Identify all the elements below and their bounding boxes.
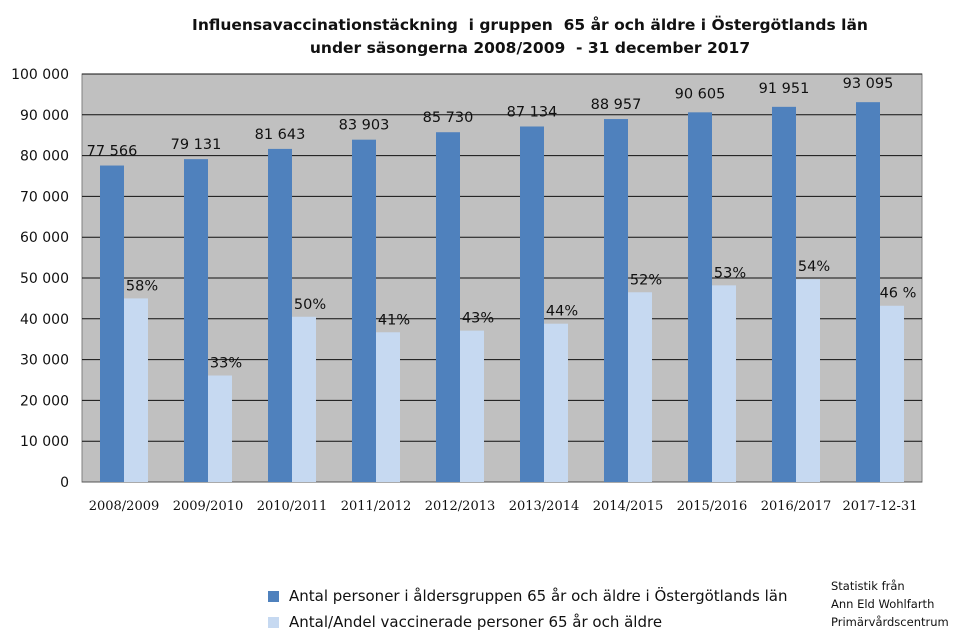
credit-line-1: Statistik från [831,579,905,593]
data-label-vaccinated: 58% [126,278,158,294]
data-label-population: 91 951 [759,81,810,97]
y-tick-label: 90 000 [20,108,69,124]
data-label-vaccinated: 54% [798,259,830,275]
bar-population [856,102,880,483]
bar-chart: 0 10 000 20 000 30 000 40 000 50 000 60 000 70 … [11,67,923,514]
chart-title-line-1: Influensavaccinationstäckning i gruppen … [192,16,868,34]
data-label-population: 88 957 [591,97,642,113]
y-tick-label: 30 000 [20,353,69,369]
bar-vaccinated [712,285,736,482]
x-tick-label: 2016/2017 [761,499,832,514]
bar-vaccinated [376,332,400,482]
y-tick-label: 50 000 [20,271,69,287]
y-tick-label: 80 000 [20,149,69,165]
bar-vaccinated [628,292,652,482]
y-tick-label: 40 000 [20,312,69,328]
legend-label-population: Antal personer i åldersgruppen 65 år och… [289,587,788,605]
y-tick-label: 20 000 [20,393,69,409]
data-label-population: 90 605 [675,86,726,102]
y-tick-label: 70 000 [20,189,69,205]
legend-item-vaccinated: Antal/Andel vaccinerade personer 65 år o… [268,609,788,635]
x-tick-label: 2014/2015 [593,499,664,514]
data-label-vaccinated: 41% [378,312,410,328]
credit-line-3: Primärvårdscentrum [831,615,949,629]
data-label-population: 93 095 [843,76,894,92]
bar-vaccinated [292,316,316,482]
chart-title-line-2: under säsongerna 2008/2009 - 31 december… [309,39,751,57]
y-tick-label: 60 000 [20,230,69,246]
data-label-population: 87 134 [507,104,558,120]
bar-vaccinated [208,375,232,482]
bar-population [352,139,376,482]
data-label-vaccinated: 50% [294,297,326,313]
data-label-population: 85 730 [423,110,474,126]
bar-population [100,165,124,483]
data-label-vaccinated: 43% [462,311,494,327]
data-label-vaccinated: 53% [714,265,746,281]
chart-title: Influensavaccinationstäckning i gruppen … [100,14,960,60]
data-label-population: 83 903 [339,118,390,134]
x-tick-label: 2017-12-31 [843,499,918,514]
legend-swatch-population [268,590,279,602]
chart-legend: Antal personer i åldersgruppen 65 år och… [268,583,788,635]
y-tick-label: 0 [60,475,69,491]
x-tick-label: 2011/2012 [341,499,412,514]
x-tick-label: 2015/2016 [677,499,748,514]
credit-note: Statistik från Ann Eld Wohlfarth Primärv… [831,577,949,631]
data-label-population: 81 643 [255,127,306,143]
legend-swatch-vaccinated [268,616,279,628]
bar-population [520,126,544,482]
bar-population [604,119,628,482]
data-label-population: 79 131 [171,137,222,153]
data-label-vaccinated: 52% [630,272,662,288]
data-label-vaccinated: 46 % [880,286,917,302]
credit-line-2: Ann Eld Wohlfarth [831,597,935,611]
y-tick-label: 10 000 [20,434,69,450]
bar-vaccinated [796,279,820,482]
bar-population [436,132,460,482]
x-tick-label: 2013/2014 [509,499,580,514]
legend-item-population: Antal personer i åldersgruppen 65 år och… [268,583,788,609]
bar-vaccinated [880,305,904,482]
bar-population [772,106,796,483]
x-tick-label: 2008/2009 [89,499,160,514]
bar-vaccinated [124,298,148,482]
bar-population [268,148,292,483]
x-tick-label: 2009/2010 [173,499,244,514]
bar-vaccinated [460,330,484,482]
bar-population [184,159,208,483]
legend-label-vaccinated: Antal/Andel vaccinerade personer 65 år o… [289,613,663,631]
bar-vaccinated [544,323,568,482]
y-tick-label: 100 000 [11,67,69,83]
data-label-vaccinated: 33% [210,356,242,372]
x-tick-label: 2010/2011 [257,499,328,514]
data-label-population: 77 566 [87,144,138,160]
x-tick-label: 2012/2013 [425,499,496,514]
bar-population [688,112,712,482]
data-label-vaccinated: 44% [546,304,578,320]
